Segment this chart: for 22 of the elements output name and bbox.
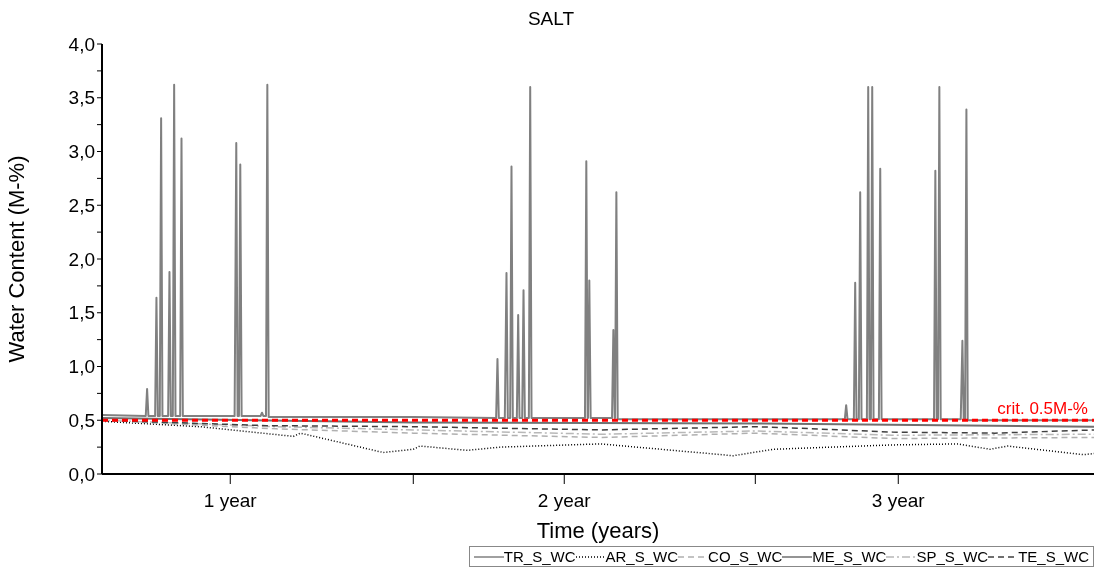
y-tick-label: 2,5 <box>68 194 95 216</box>
y-tick-label: 1,0 <box>68 356 95 378</box>
y-tick-label: 4,0 <box>68 33 95 55</box>
y-tick-label: 0,0 <box>68 463 95 485</box>
legend-label: ME_S_WC <box>812 548 887 565</box>
legend-label: TR_S_WC <box>503 548 576 565</box>
legend-label: CO_S_WC <box>708 548 783 565</box>
ref-line-label: crit. 0.5M-% <box>997 399 1088 419</box>
x-axis-title: Time (years) <box>536 518 660 543</box>
y-tick-label: 0,5 <box>68 409 95 431</box>
x-tick-label: 2 year <box>537 490 592 512</box>
y-tick-label: 2,0 <box>68 248 95 270</box>
y-tick-label: 3,5 <box>68 87 95 109</box>
y-axis-title: Water Content (M-%) <box>3 155 29 363</box>
legend-label: AR_S_WC <box>605 548 679 565</box>
y-tick-label: 3,0 <box>68 141 95 163</box>
chart-title: SALT <box>526 8 576 30</box>
x-tick-label: 1 year <box>203 490 258 512</box>
legend-label: SP_S_WC <box>916 548 989 565</box>
x-tick-label: 3 year <box>871 490 926 512</box>
legend-label: TE_S_WC <box>1018 548 1089 565</box>
y-tick-label: 1,5 <box>68 302 95 324</box>
